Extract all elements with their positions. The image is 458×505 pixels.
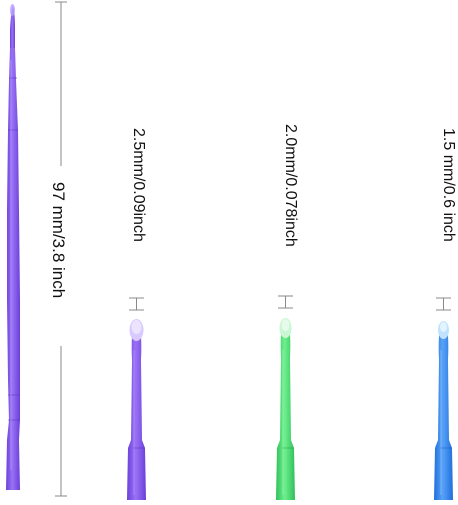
green-micro-brush (276, 318, 295, 500)
tip-dimension-marker-2 (278, 295, 293, 309)
tip-dimension-marker-1 (129, 297, 144, 311)
tip-size-label-blue: 1.5 mm/0.6 inch (440, 128, 457, 242)
length-dimension-line (55, 1, 67, 497)
overall-length-label: 97 mm/3.8 inch (49, 182, 68, 299)
tip-dimension-marker-3 (436, 297, 451, 311)
tip-size-label-purple: 2.5mm/0.09inch (130, 128, 147, 242)
purple-micro-brush (127, 319, 146, 500)
full-length-applicator (6, 4, 20, 490)
blue-micro-brush (434, 321, 453, 500)
tip-size-label-green: 2.0mm/0.078inch (282, 124, 299, 247)
